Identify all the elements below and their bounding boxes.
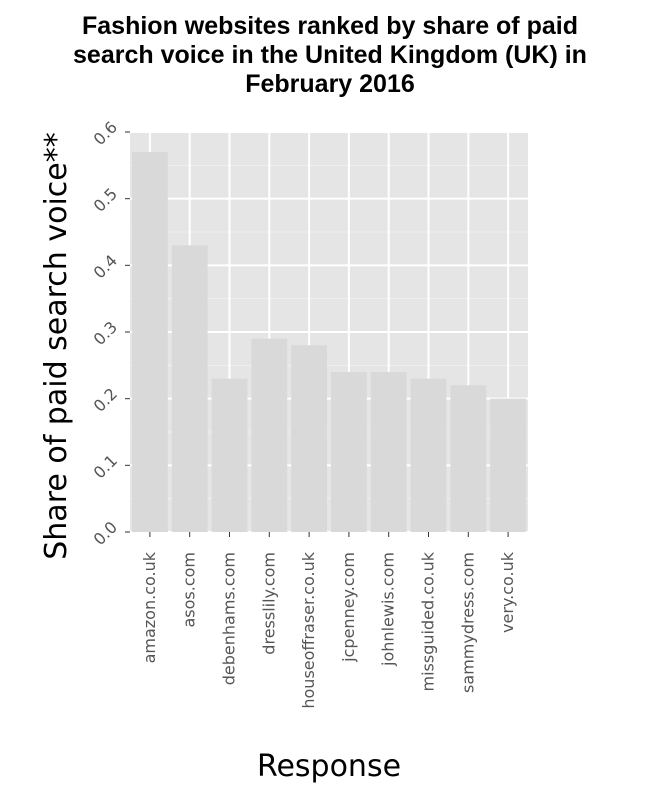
bar-missguided-co-uk [410, 378, 447, 532]
y-tick-label: 0.0 [90, 518, 121, 549]
y-tick-label: 0.4 [90, 251, 121, 282]
chart-title-line-3: February 2016 [245, 70, 415, 98]
chart-title-line-2: search voice in the United Kingdom (UK) … [73, 41, 587, 69]
x-tick-label: jcpenney.com [339, 552, 358, 663]
x-tick-label: houseoffraser.co.uk [299, 551, 318, 708]
y-axis-title: Share of paid search voice** [39, 132, 74, 560]
y-axis-ticks: 0.0 0.1 0.2 0.3 0.4 0.5 0.6 [90, 118, 130, 549]
bar-sammydress-com [450, 385, 487, 532]
bar-debenhams-com [211, 378, 248, 532]
bar-asos-com [171, 245, 208, 533]
x-tick-label: dresslily.com [259, 552, 278, 655]
x-tick-label: amazon.co.uk [140, 551, 159, 663]
y-tick-label: 0.2 [90, 384, 121, 415]
bar-houseoffraser-co-uk [291, 345, 328, 532]
x-axis-ticks: amazon.co.uk asos.com debenhams.com dressli… [140, 532, 517, 709]
y-tick-label: 0.6 [90, 118, 121, 149]
bar-jcpenney-com [330, 372, 367, 532]
x-tick-label: debenhams.com [220, 552, 239, 685]
bar-dresslily-com [251, 338, 288, 532]
y-tick-label: 0.3 [90, 318, 121, 349]
chart-title: Fashion websites ranked by share of paid… [73, 12, 587, 98]
x-tick-label: missguided.co.uk [419, 551, 438, 691]
y-tick-label: 0.1 [90, 451, 121, 482]
x-tick-label: johnlewis.com [379, 552, 398, 667]
x-tick-label: sammydress.com [458, 552, 477, 693]
y-tick-label: 0.5 [90, 184, 121, 215]
bar-johnlewis-com [370, 372, 407, 532]
x-tick-label: very.co.uk [498, 551, 517, 633]
bar-amazon-co-uk [131, 152, 168, 532]
x-tick-label: asos.com [180, 552, 199, 628]
bars [131, 152, 527, 533]
x-axis-title: Response [257, 749, 401, 784]
bar-very-co-uk [490, 398, 527, 532]
chart-title-line-1: Fashion websites ranked by share of paid [82, 12, 578, 40]
